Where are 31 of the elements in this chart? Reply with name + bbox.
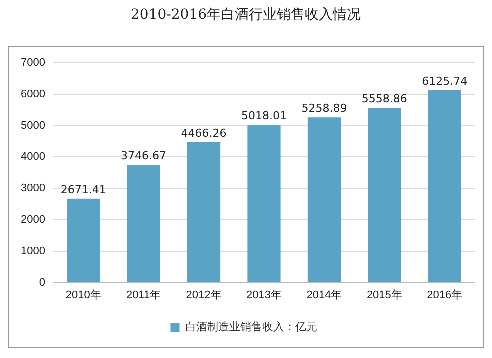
bar: [67, 198, 100, 282]
y-tick-label: 6000: [20, 88, 46, 100]
bar: [428, 90, 462, 282]
legend-label: 白酒制造业销售收入：亿元: [185, 320, 318, 334]
bar: [368, 108, 402, 282]
y-tick-label: 2000: [20, 214, 46, 226]
y-tick-label: 0: [39, 276, 46, 289]
x-tick-label: 2012年: [186, 289, 222, 302]
x-tick-label: 2016年: [427, 289, 463, 302]
data-label: 3746.67: [121, 150, 167, 163]
data-label: 5018.01: [241, 110, 287, 123]
bar: [127, 165, 160, 282]
x-tick-label: 2011年: [126, 289, 162, 302]
y-tick-label: 5000: [20, 120, 46, 132]
bar: [308, 118, 342, 282]
x-tick-label: 2010年: [66, 289, 102, 302]
y-tick-label: 4000: [20, 151, 46, 164]
bar: [187, 142, 221, 282]
bar: [248, 125, 281, 282]
x-tick-label: 2013年: [246, 289, 282, 302]
data-label: 6125.74: [422, 74, 468, 88]
chart-title: 2010-2016年白酒行业销售收入情况: [130, 6, 362, 24]
data-label: 4466.26: [181, 126, 227, 140]
data-label: 2671.41: [60, 183, 106, 196]
data-label: 5258.89: [302, 102, 348, 116]
data-label: 5558.86: [362, 92, 408, 106]
x-tick-label: 2014年: [306, 289, 342, 302]
y-tick-label: 1000: [20, 245, 46, 258]
y-tick-label: 7000: [20, 57, 46, 70]
y-tick-label: 3000: [20, 182, 46, 195]
x-tick-label: 2015年: [366, 289, 402, 302]
